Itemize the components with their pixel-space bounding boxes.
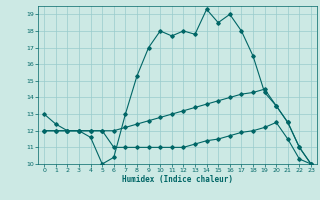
X-axis label: Humidex (Indice chaleur): Humidex (Indice chaleur) (122, 175, 233, 184)
